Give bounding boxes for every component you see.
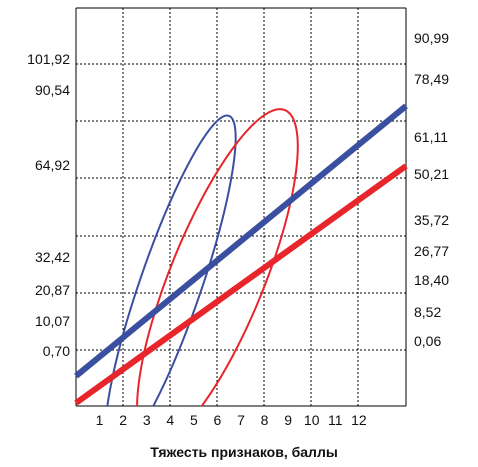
plot-area: [75, 7, 407, 407]
right-axis-tick-label: 90,99: [414, 30, 449, 46]
right-axis-tick-label: 0,06: [414, 333, 441, 349]
left-axis-tick-label: 10,07: [35, 313, 70, 329]
x-axis-label: Тяжесть признаков, баллы: [150, 444, 338, 460]
x-axis-tick-label: 12: [351, 412, 367, 428]
right-axis-tick-label: 26,77: [414, 243, 449, 259]
right-axis-tick-label: 50,21: [414, 166, 449, 182]
x-axis-tick-label: 2: [119, 412, 127, 428]
blue-ellipse: [103, 114, 237, 406]
x-axis-tick-label: 6: [214, 412, 222, 428]
left-axis-tick-label: 0,70: [43, 343, 70, 359]
x-axis-tick-label: 5: [190, 412, 198, 428]
left-axis-tick-label: 101,92: [27, 51, 70, 67]
grid: [76, 8, 406, 406]
x-axis-tick-label: 4: [166, 412, 174, 428]
blue-regression-line: [74, 103, 408, 379]
red-regression-line: [74, 163, 408, 406]
right-axis-tick-label: 78,49: [414, 71, 449, 87]
left-axis-tick-label: 32,42: [35, 249, 70, 265]
left-axis-tick-label: 90,54: [35, 82, 70, 98]
left-axis-tick-label: 20,87: [35, 282, 70, 298]
right-axis-tick-label: 8,52: [414, 304, 441, 320]
right-axis-tick-label: 61,11: [414, 129, 448, 145]
x-axis-tick-label: 1: [96, 412, 104, 428]
x-axis-ticks: 1 2 3 4 5 6 7 8 9 10 11 12: [96, 412, 367, 428]
right-axis-ticks: 90,99 78,49 61,11 50,21 35,72 26,77 18,40 8,52 0…: [414, 30, 449, 349]
x-axis-tick-label: 3: [143, 412, 151, 428]
right-axis-tick-label: 35,72: [414, 212, 449, 228]
left-axis-tick-label: 64,92: [35, 157, 70, 173]
ellipses: [103, 108, 299, 406]
series-lines: [74, 103, 408, 406]
right-axis-tick-label: 18,40: [414, 272, 449, 288]
red-ellipse: [136, 108, 299, 406]
x-axis-tick-label: 8: [261, 412, 269, 428]
left-axis-ticks: 101,92 90,54 64,92 32,42 20,87 10,07 0,70: [27, 51, 70, 359]
x-axis-tick-label: 10: [304, 412, 320, 428]
x-axis-tick-label: 11: [328, 412, 343, 428]
x-axis-tick-label: 7: [237, 412, 245, 428]
x-axis-tick-label: 9: [284, 412, 292, 428]
